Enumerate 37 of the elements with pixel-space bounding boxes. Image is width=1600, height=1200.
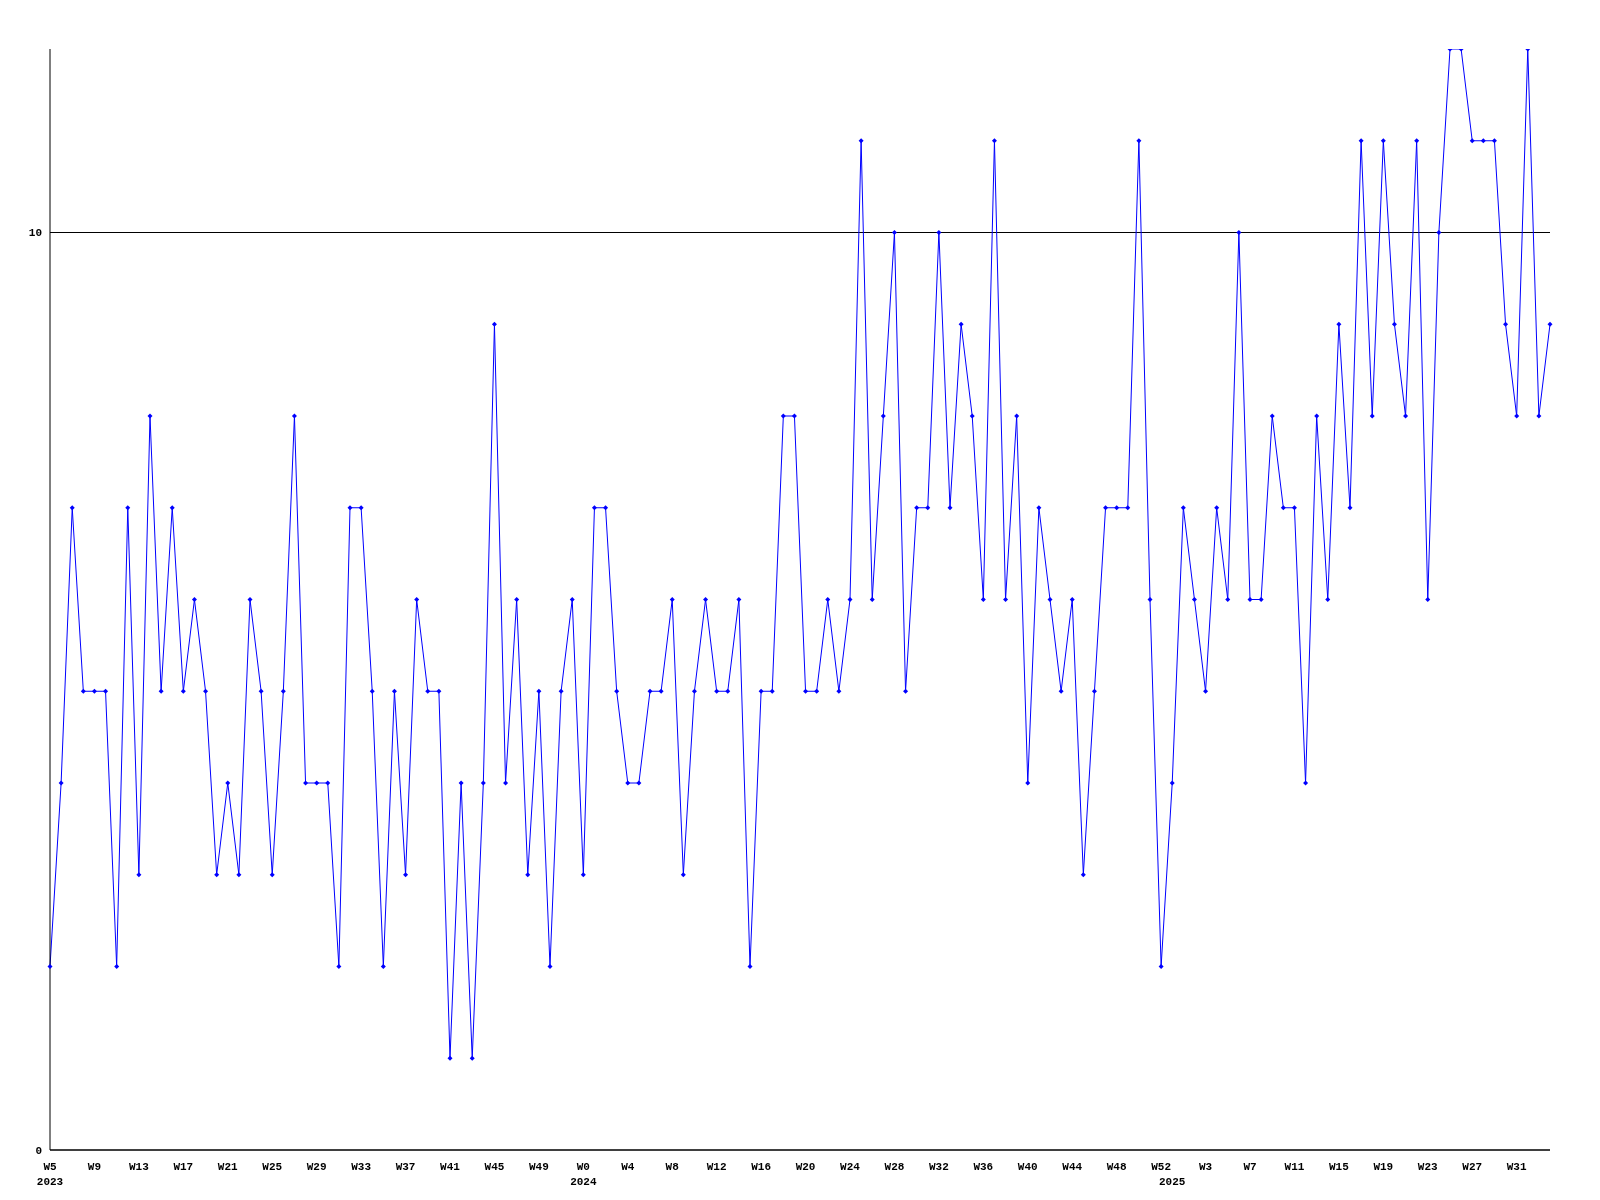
x-tick-label: 2025 — [1159, 1176, 1186, 1188]
x-tick-label: W9 — [87, 1161, 102, 1173]
x-tick-label: W24 — [840, 1161, 861, 1173]
y-tick-label: 10 — [28, 227, 42, 240]
x-tick-label: W15 — [1328, 1161, 1350, 1173]
x-tick-label: W3 — [1198, 1161, 1213, 1173]
x-tick-label: W32 — [928, 1161, 949, 1173]
x-tick-label: W44 — [1062, 1161, 1083, 1173]
x-tick-label: W41 — [440, 1161, 461, 1173]
x-tick-label: W23 — [1417, 1161, 1439, 1173]
x-tick-label: W33 — [351, 1161, 372, 1173]
x-tick-label: W37 — [395, 1161, 416, 1173]
x-tick-label: W13 — [128, 1161, 150, 1173]
x-tick-label: W21 — [217, 1161, 239, 1173]
x-tick-label: W48 — [1106, 1161, 1127, 1173]
x-tick-label: W31 — [1506, 1161, 1527, 1173]
x-tick-label: W16 — [751, 1161, 772, 1173]
x-tick-label: W17 — [173, 1161, 194, 1173]
x-tick-label: W8 — [665, 1161, 680, 1173]
x-tick-label: W19 — [1373, 1161, 1394, 1173]
x-tick-label: W27 — [1462, 1161, 1483, 1173]
x-tick-label: W52 — [1151, 1161, 1172, 1173]
x-tick-label: W40 — [1017, 1161, 1038, 1173]
x-tick-label: W28 — [884, 1161, 905, 1173]
x-tick-label: W0 2024 — [570, 1161, 597, 1188]
x-tick-label: W5 2023 — [36, 1161, 64, 1188]
x-tick-label: W7 — [1243, 1161, 1257, 1173]
x-tick-label: W49 — [528, 1161, 549, 1173]
x-tick-label: W11 — [1284, 1161, 1305, 1173]
x-tick-label: W36 — [973, 1161, 994, 1173]
x-tick-label: W29 — [306, 1161, 327, 1173]
y-tick-label: 0 — [35, 1144, 42, 1157]
x-tick-label: W20 — [795, 1161, 816, 1173]
x-tick-label: W4 — [621, 1161, 635, 1173]
x-tick-label: W12 — [706, 1161, 727, 1173]
x-tick-label: W25 — [262, 1161, 283, 1173]
x-tick-label: W45 — [484, 1161, 505, 1173]
